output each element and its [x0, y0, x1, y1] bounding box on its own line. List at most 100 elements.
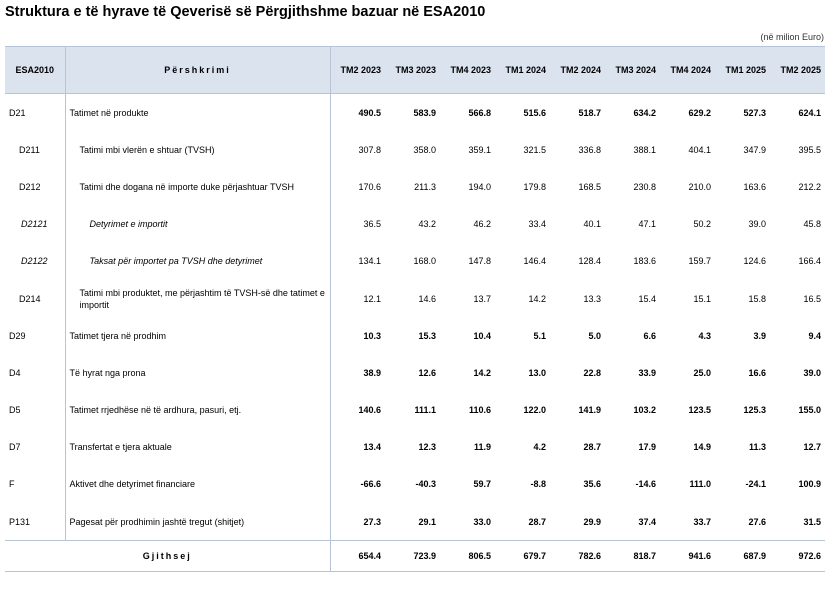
- header-col: TM3 2024: [605, 46, 660, 94]
- value-cell: 141.9: [578, 405, 601, 416]
- row-description: Pagesat për prodhimin jashtë tregut (shi…: [65, 503, 331, 541]
- value-cell: 140.6: [358, 405, 381, 416]
- value-cell: 16.6: [748, 367, 766, 378]
- value-cell: 110.6: [468, 405, 491, 416]
- total-label: Gjithsej: [5, 540, 331, 573]
- header-code: ESA2010: [5, 46, 66, 94]
- value-cell: 12.6: [418, 367, 436, 378]
- value-cell: 111.0: [689, 479, 711, 490]
- value-cell: 50.2: [693, 219, 711, 230]
- header-col: TM2 2025: [770, 46, 825, 94]
- value-cell: 12.1: [363, 293, 381, 304]
- value-cell: 125.3: [743, 405, 766, 416]
- row-code: D214: [5, 279, 66, 318]
- value-cell: 515.6: [523, 107, 546, 118]
- table-row: P131 Pagesat për prodhimin jashtë tregut …: [5, 503, 825, 541]
- value-cell: 583.9: [413, 107, 436, 118]
- header-col: TM3 2023: [385, 46, 440, 94]
- row-description: Tatimet rrjedhëse në të ardhura, pasuri,…: [65, 391, 331, 429]
- value-cell: 15.8: [748, 293, 766, 304]
- value-cell: -40.3: [415, 479, 436, 490]
- value-cell: 14.6: [418, 293, 436, 304]
- total-cell: 806.5: [440, 540, 495, 573]
- table-row: D4 Të hyrat nga prona 38.9 12.6 14.2 13.0 22.8…: [5, 354, 825, 392]
- value-cell: 122.0: [523, 405, 546, 416]
- value-cell: 307.8: [358, 144, 381, 155]
- value-cell: -24.1: [745, 479, 766, 490]
- value-cell: 146.4: [523, 256, 546, 267]
- page-title: Struktura e të hyrave të Qeverisë së Për…: [5, 4, 486, 20]
- value-cell: 17.9: [638, 442, 656, 453]
- table-row: D214 Tatimi mbi produktet, me përjashtim …: [5, 279, 825, 318]
- row-code: D7: [5, 428, 66, 466]
- value-cell: 347.9: [743, 144, 766, 155]
- value-cell: 404.1: [688, 144, 711, 155]
- total-cell: 654.4: [330, 540, 385, 573]
- value-cell: 5.1: [533, 330, 546, 341]
- value-cell: 168.0: [413, 256, 436, 267]
- table-row: D2122 Taksat për importet pa TVSH dhe det…: [5, 242, 825, 280]
- value-cell: 124.6: [743, 256, 766, 267]
- table-row: D2121 Detyrimet e importit 36.5 43.2 46.2 33.…: [5, 205, 825, 243]
- row-code: D212: [5, 168, 66, 206]
- value-cell: 15.4: [638, 293, 656, 304]
- row-code: D2121: [5, 205, 66, 243]
- header-col: TM2 2024: [550, 46, 605, 94]
- total-cell: 972.6: [770, 540, 825, 573]
- value-cell: 47.1: [638, 219, 656, 230]
- table-row: D7 Transfertat e tjera aktuale 13.4 12.3 11.…: [5, 428, 825, 466]
- value-cell: 10.3: [363, 330, 381, 341]
- header-col: TM1 2024: [495, 46, 550, 94]
- value-cell: 211.3: [414, 181, 436, 192]
- value-cell: 100.9: [798, 479, 821, 490]
- row-description: Taksat për importet pa TVSH dhe detyrime…: [65, 242, 331, 280]
- table-body: D21 Tatimet në produkte 490.5 583.9 566.8 515…: [5, 93, 825, 541]
- header-col: TM4 2023: [440, 46, 495, 94]
- value-cell: 3.9: [753, 330, 766, 341]
- value-cell: 16.5: [803, 293, 821, 304]
- value-cell: 166.4: [798, 256, 821, 267]
- value-cell: 13.3: [583, 293, 601, 304]
- row-code: D21: [5, 93, 66, 132]
- total-cell: 941.6: [660, 540, 715, 573]
- value-cell: 13.4: [363, 442, 381, 453]
- row-description: Tatimet tjera në prodhim: [65, 317, 331, 355]
- value-cell: 39.0: [748, 219, 766, 230]
- header-row: ESA2010 Përshkrimi TM2 2023 TM3 2023 TM4…: [5, 46, 825, 94]
- value-cell: 35.6: [583, 479, 601, 490]
- value-cell: 629.2: [688, 107, 711, 118]
- value-cell: 9.4: [808, 330, 821, 341]
- value-cell: 518.7: [578, 107, 601, 118]
- value-cell: 147.8: [468, 256, 491, 267]
- value-cell: 25.0: [693, 367, 711, 378]
- value-cell: 27.6: [748, 516, 766, 527]
- row-description: Tatimet në produkte: [65, 93, 331, 132]
- value-cell: 624.1: [798, 107, 821, 118]
- value-cell: 31.5: [803, 516, 821, 527]
- value-cell: 40.1: [583, 219, 601, 230]
- total-row: Gjithsej 654.4 723.9 806.5 679.7 782.6 8…: [5, 540, 825, 573]
- value-cell: 170.6: [358, 181, 381, 192]
- value-cell: 134.1: [358, 256, 381, 267]
- value-cell: 36.5: [363, 219, 381, 230]
- value-cell: 168.5: [578, 181, 601, 192]
- value-cell: 321.5: [523, 144, 546, 155]
- row-description: Tatimi mbi vlerën e shtuar (TVSH): [65, 131, 331, 169]
- value-cell: 103.2: [633, 405, 656, 416]
- value-cell: 194.0: [468, 181, 491, 192]
- row-description: Të hyrat nga prona: [65, 354, 331, 392]
- value-cell: 183.6: [633, 256, 656, 267]
- table-row: D21 Tatimet në produkte 490.5 583.9 566.8 515…: [5, 93, 825, 132]
- value-cell: 28.7: [583, 442, 601, 453]
- value-cell: 14.9: [693, 442, 711, 453]
- value-cell: 11.3: [748, 442, 766, 453]
- value-cell: 527.3: [743, 107, 766, 118]
- row-code: D4: [5, 354, 66, 392]
- value-cell: 14.2: [528, 293, 546, 304]
- value-cell: 634.2: [633, 107, 656, 118]
- value-cell: 29.1: [418, 516, 436, 527]
- value-cell: 358.0: [413, 144, 436, 155]
- value-cell: 163.6: [743, 181, 766, 192]
- value-cell: 128.4: [578, 256, 601, 267]
- row-code: D2122: [5, 242, 66, 280]
